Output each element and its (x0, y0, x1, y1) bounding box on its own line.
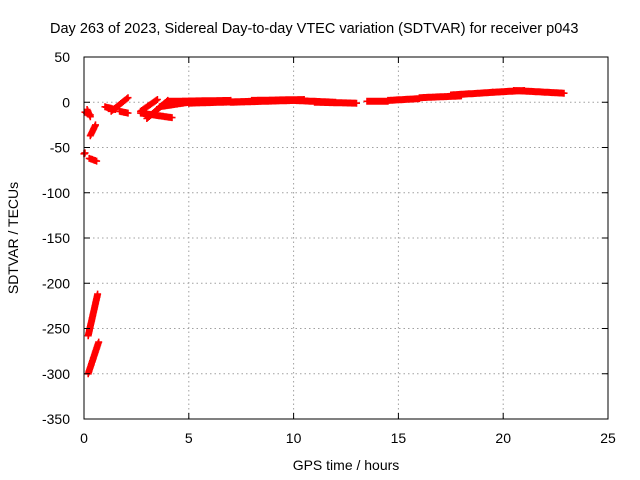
data-point-cluster (86, 121, 99, 140)
y-tick-label: -150 (42, 230, 70, 246)
axis-ticks: 0 5 10 15 20 25 -350 -300 -250 -200 -150 -100 -50 0 50 (42, 49, 616, 446)
plot-frame (83, 56, 609, 420)
data-point-cluster (447, 88, 497, 99)
x-tick-label: 25 (600, 430, 616, 446)
x-axis-label: GPS time / hours (293, 457, 400, 473)
y-tick-label: 0 (62, 94, 70, 110)
y-tick-label: -350 (42, 411, 70, 427)
x-tick-label: 0 (80, 430, 88, 446)
data-point-cluster (384, 95, 423, 104)
data-point-cluster (84, 290, 102, 340)
x-tick-label: 5 (185, 430, 193, 446)
data-point-cluster (83, 106, 94, 121)
data-point-cluster (107, 94, 132, 115)
data-point-cluster (510, 87, 568, 97)
y-tick-label: -50 (50, 140, 70, 156)
y-tick-label: -200 (42, 275, 70, 291)
y-tick-label: -300 (42, 366, 70, 382)
chart-title: Day 263 of 2023, Sidereal Day-to-day VTE… (50, 21, 578, 37)
y-axis-label: SDTVAR / TECUs (5, 182, 21, 294)
data-point-cluster (84, 338, 103, 378)
data-point-cluster (363, 97, 392, 105)
data-point-cluster (116, 107, 132, 117)
y-tick-label: -250 (42, 321, 70, 337)
data-point-cluster (85, 154, 101, 165)
y-tick-label: 50 (54, 49, 70, 65)
grid-lines (84, 57, 608, 419)
data-points (80, 87, 568, 378)
x-tick-label: 20 (495, 430, 511, 446)
data-point-cluster (311, 98, 360, 107)
x-tick-label: 15 (391, 430, 407, 446)
y-tick-label: -100 (42, 185, 70, 201)
x-tick-label: 10 (286, 430, 302, 446)
